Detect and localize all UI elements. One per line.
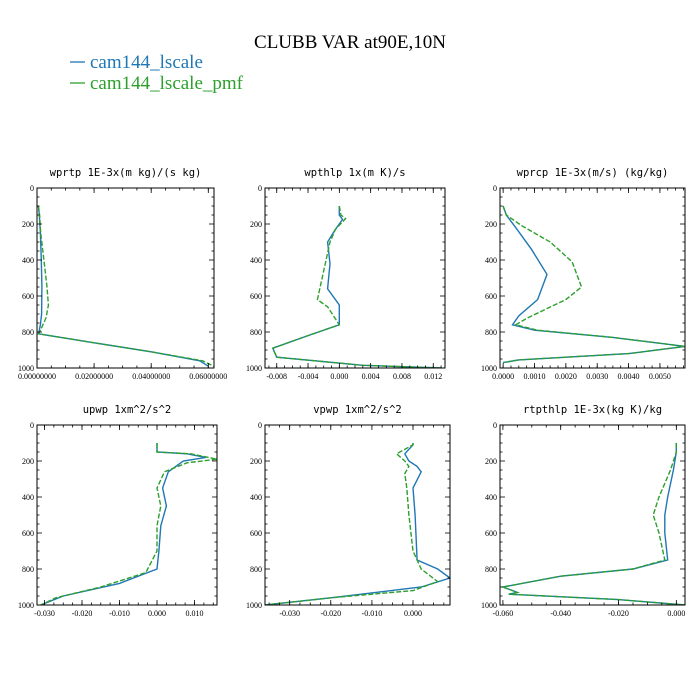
y-tick-label: 400 <box>22 256 34 265</box>
panels: wprtp 1E-3x(m kg)/(s kg) 0 200 400 600 800 100… <box>18 167 686 618</box>
x-tick-label: 0.010 <box>186 609 204 618</box>
y-tick-label: 600 <box>22 292 34 301</box>
x-tick-label: 0.000 <box>148 609 166 618</box>
x-tick-label: 0.02000000 <box>75 372 113 381</box>
series-line-1 <box>40 443 206 605</box>
legend: cam144_lscale cam144_lscale_pmf <box>70 52 244 94</box>
y-tick-label: 600 <box>250 529 262 538</box>
panel-title: wprtp 1E-3x(m kg)/(s kg) <box>50 167 202 179</box>
y-tick-label: 400 <box>22 493 34 502</box>
y-tick-label: 0 <box>493 421 497 430</box>
series-line-2 <box>37 205 214 367</box>
y-tick-label: 200 <box>485 457 497 466</box>
legend-label-2: cam144_lscale_pmf <box>90 73 244 94</box>
series-line-1 <box>271 206 442 368</box>
panel-title: rtpthlp 1E-3x(kg K)/kg <box>523 404 662 416</box>
y-tick-label: 800 <box>22 565 34 574</box>
y-tick-label: 0 <box>258 184 262 193</box>
series-line-1 <box>265 443 450 605</box>
x-tick-label: 0.00000000 <box>18 372 56 381</box>
figure-title: CLUBB VAR at90E,10N <box>254 32 446 53</box>
y-tick-label: 400 <box>485 493 497 502</box>
x-tick-label: -0.060 <box>493 609 514 618</box>
x-tick-label: 0.0040 <box>618 372 640 381</box>
y-tick-label: 1000 <box>481 601 497 610</box>
x-tick-label: 0.0000 <box>492 372 514 381</box>
x-tick-label: 0.012 <box>424 372 442 381</box>
y-tick-label: 1000 <box>246 601 262 610</box>
y-tick-label: 400 <box>250 256 262 265</box>
panel-3: wprcp 1E-3x(m/s) (kg/kg) 0 200 400 600 800 100… <box>481 167 686 381</box>
x-tick-label: -0.040 <box>550 609 571 618</box>
panel-1: wprtp 1E-3x(m kg)/(s kg) 0 200 400 600 800 100… <box>18 167 227 381</box>
x-tick-label: -0.030 <box>279 609 300 618</box>
y-tick-label: 1000 <box>246 364 262 373</box>
series-line-2 <box>40 443 217 605</box>
plot-frame <box>264 424 451 606</box>
x-tick-label: 0.0050 <box>649 372 671 381</box>
x-tick-label: -0.004 <box>298 372 319 381</box>
y-tick-label: 200 <box>250 457 262 466</box>
y-tick-label: 600 <box>485 292 497 301</box>
series-line-2 <box>265 443 440 605</box>
x-tick-label: -0.020 <box>320 609 341 618</box>
x-tick-label: -0.010 <box>109 609 130 618</box>
y-tick-label: 600 <box>22 529 34 538</box>
x-tick-label: 0.000 <box>330 372 348 381</box>
y-tick-label: 800 <box>485 328 497 337</box>
y-tick-label: 200 <box>22 220 34 229</box>
x-tick-label: 0.0030 <box>586 372 608 381</box>
x-tick-label: 0.000 <box>667 609 685 618</box>
panel-title: vpwp 1xm^2/s^2 <box>313 404 402 416</box>
y-tick-label: 1000 <box>481 364 497 373</box>
y-tick-label: 200 <box>485 220 497 229</box>
y-tick-label: 800 <box>22 328 34 337</box>
x-tick-label: -0.008 <box>266 372 287 381</box>
y-tick-label: 600 <box>250 292 262 301</box>
x-tick-label: -0.010 <box>362 609 383 618</box>
y-tick-label: 0 <box>30 421 34 430</box>
panel-title: upwp 1xm^2/s^2 <box>83 404 172 416</box>
series-line-1 <box>502 205 685 364</box>
x-tick-label: 0.000 <box>404 609 422 618</box>
y-tick-label: 800 <box>485 565 497 574</box>
plot-frame <box>499 424 686 606</box>
panel-title: wprcp 1E-3x(m/s) (kg/kg) <box>517 167 669 179</box>
y-tick-label: 400 <box>485 256 497 265</box>
legend-label-1: cam144_lscale <box>90 52 203 73</box>
panel-2: wpthlp 1x(m K)/s 0 200 400 600 800 1000 -0.008 -… <box>246 167 446 381</box>
x-tick-label: -0.020 <box>608 609 629 618</box>
x-tick-label: 0.008 <box>393 372 411 381</box>
panel-6: rtpthlp 1E-3x(kg K)/kg02004006008001000-… <box>481 404 686 618</box>
y-tick-label: 600 <box>485 529 497 538</box>
x-tick-label: 0.0020 <box>555 372 577 381</box>
series-line-1 <box>500 443 685 605</box>
y-tick-label: 1000 <box>18 364 34 373</box>
x-tick-label: 0.06000000 <box>189 372 227 381</box>
series-line-2 <box>502 205 685 364</box>
x-tick-label: 0.04000000 <box>132 372 170 381</box>
y-tick-label: 1000 <box>18 601 34 610</box>
y-tick-label: 0 <box>30 184 34 193</box>
series-line-1 <box>37 205 209 367</box>
plot-frame <box>36 187 215 369</box>
series-line-2 <box>500 443 685 605</box>
y-tick-label: 0 <box>493 184 497 193</box>
x-tick-label: -0.020 <box>72 609 93 618</box>
panel-4: upwp 1xm^2/s^2 0 200 400 600 800 1000-0.030 -0.… <box>18 404 218 618</box>
panel-5: vpwp 1xm^2/s^2 0 200 400 600 800 1000 -0.030 -0.… <box>246 404 451 618</box>
x-tick-label: 0.0010 <box>523 372 545 381</box>
y-tick-label: 200 <box>250 220 262 229</box>
panel-title: wpthlp 1x(m K)/s <box>304 167 405 179</box>
y-tick-label: 200 <box>22 457 34 466</box>
y-tick-label: 0 <box>258 421 262 430</box>
series-line-2 <box>271 205 442 368</box>
x-tick-label: 0.004 <box>362 372 380 381</box>
y-tick-label: 800 <box>250 328 262 337</box>
x-tick-label: -0.030 <box>34 609 55 618</box>
y-tick-label: 400 <box>250 493 262 502</box>
y-tick-label: 800 <box>250 565 262 574</box>
plot-frame <box>499 187 686 369</box>
